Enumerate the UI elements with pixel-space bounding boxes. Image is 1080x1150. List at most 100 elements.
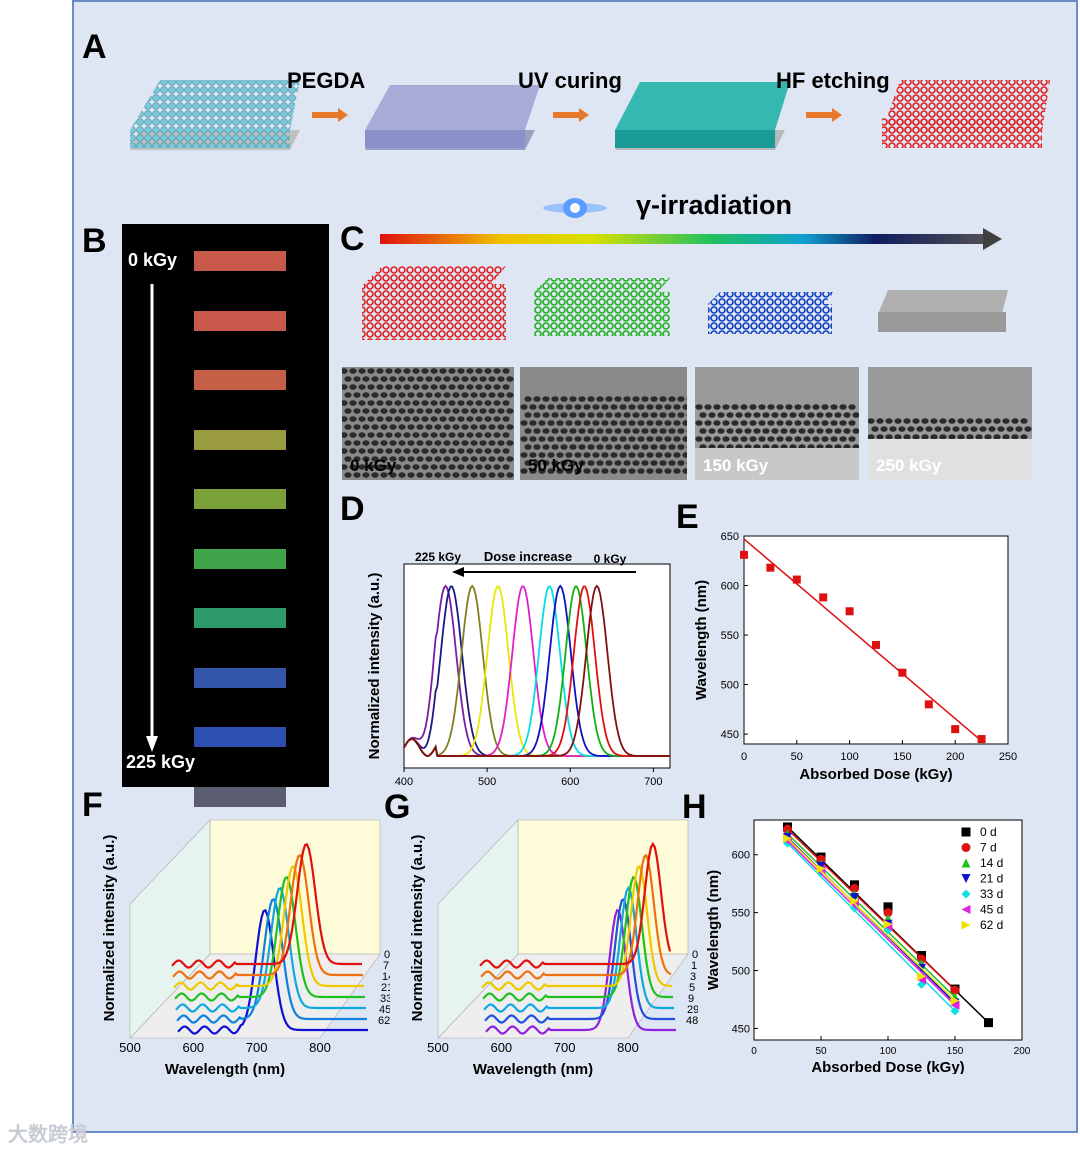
x-tick-label: 50 <box>791 751 803 763</box>
x-tick-label: 0 <box>751 1046 757 1057</box>
panel-label-a: A <box>82 28 107 66</box>
data-point <box>950 1000 960 1010</box>
sem-image: 150 kGy <box>695 367 859 480</box>
sem-image: 50 kGy <box>520 367 687 480</box>
sem-image: 250 kGy <box>868 367 1032 480</box>
x-tick-label: 200 <box>1014 1046 1031 1057</box>
time-tick-label: 14 <box>382 971 390 983</box>
sem-image: 0 kGy <box>342 367 514 480</box>
uv-cured-block <box>615 82 790 150</box>
film-strip <box>194 786 286 807</box>
data-point <box>917 979 926 989</box>
annotation-225-kgy: 225 kGy <box>415 550 461 564</box>
time-tick-label: 45 <box>379 1004 390 1016</box>
spectrum-line <box>483 885 674 1013</box>
y-axis-label: Normalized intensity (a.u.) <box>409 835 426 1022</box>
plot-area <box>743 535 1009 745</box>
data-point <box>883 919 893 929</box>
data-point <box>917 971 926 981</box>
time-tick-label: 21 <box>381 982 390 994</box>
spectrum-line <box>480 853 672 980</box>
x-tick-label: 500 <box>119 1040 141 1055</box>
y-tick-label: 450 <box>721 729 739 741</box>
data-point <box>816 864 826 874</box>
x-tick-label: 800 <box>309 1040 331 1055</box>
side-wall <box>437 819 519 1039</box>
spectra-3d-chart-g: 013592948Time (d)500600700800Wavelength … <box>409 819 698 1078</box>
y-axis-label: Normalized intensity (a.u.) <box>101 835 118 1022</box>
series-7-d: 7 d <box>783 824 997 995</box>
block-250-kgy <box>878 290 1008 332</box>
x-axis-label: Wavelength (nm) <box>473 1061 593 1078</box>
fit-line <box>786 833 956 998</box>
sem-dose-label: 50 kGy <box>528 456 584 475</box>
data-point <box>783 824 792 834</box>
data-point <box>898 668 907 677</box>
back-wall <box>517 819 689 955</box>
data-point <box>872 640 880 649</box>
arrow-icon <box>806 108 842 122</box>
sem-dose-label: 250 kGy <box>876 456 942 475</box>
data-point <box>850 883 859 893</box>
x-tick-label: 250 <box>999 751 1017 763</box>
data-point <box>950 985 960 995</box>
panel-label-c: C <box>340 220 365 258</box>
x-axis-label: Wavelength (nm) <box>165 1061 285 1078</box>
inverse-opal-block <box>882 80 1050 148</box>
data-point <box>961 905 971 914</box>
time-tick-label: 29 <box>687 1004 698 1016</box>
step-hf-etching: HF etching <box>776 68 890 93</box>
arrow-icon <box>312 108 348 122</box>
x-tick-label: 600 <box>561 776 579 788</box>
panel-label-f: F <box>82 786 103 824</box>
data-point <box>961 889 971 899</box>
film-strip <box>194 370 286 390</box>
pegda-infiltrated-block <box>365 85 540 150</box>
x-tick-label: 150 <box>947 1046 964 1057</box>
arrow-icon <box>553 108 589 122</box>
data-point <box>961 858 971 868</box>
spectrum-line <box>484 897 675 1024</box>
arrow-icon <box>452 567 464 577</box>
fit-line <box>743 538 983 742</box>
panel-label-g: G <box>384 788 411 826</box>
y-axis-label: Wavelength (nm) <box>705 870 722 990</box>
x-tick-label: 400 <box>395 776 413 788</box>
panel-label-e: E <box>676 498 699 536</box>
spectrum-line <box>175 886 366 1013</box>
spectrum-line <box>171 842 362 969</box>
time-tick-label: 1 <box>691 960 697 972</box>
spectrum-line <box>481 864 673 991</box>
x-tick-label: 500 <box>427 1040 449 1055</box>
data-point <box>984 1018 993 1028</box>
panel-a-schematic <box>130 80 1050 150</box>
data-point <box>740 550 748 559</box>
y-axis-label: Normalized intensity (a.u.) <box>366 573 383 760</box>
y-tick-label: 500 <box>721 680 739 692</box>
y-tick-label: 500 <box>732 966 750 978</box>
back-wall <box>209 819 381 955</box>
film-strip <box>194 727 286 747</box>
x-tick-label: 700 <box>554 1040 576 1055</box>
data-point <box>816 861 826 871</box>
panel-label-h: H <box>682 788 707 826</box>
series-62-d: 62 d <box>783 834 1003 1006</box>
data-point <box>950 1006 960 1016</box>
x-tick-label: 50 <box>815 1046 827 1057</box>
time-tick-label: 5 <box>689 982 695 994</box>
dose-label-end: 225 kGy <box>126 752 196 772</box>
x-tick-label: 600 <box>182 1040 204 1055</box>
data-point <box>917 954 926 964</box>
spectra-chart-d: 400500600700Wavelength (nm)Normalized in… <box>366 549 671 788</box>
structure-blocks <box>362 266 1008 340</box>
spectrum-line <box>485 908 676 1035</box>
film-strip <box>194 548 286 569</box>
time-tick-label: 0 <box>384 949 390 961</box>
film-strip <box>194 608 286 628</box>
panel-label-b: B <box>82 222 107 260</box>
annotation-dose-increase: Dose increase <box>484 549 572 564</box>
data-point <box>977 735 986 744</box>
x-axis-label: Absorbed Dose (kGy) <box>811 1059 964 1074</box>
x-axis-label: Absorbed Dose (kGy) <box>799 766 952 783</box>
block-150-kgy <box>708 292 834 334</box>
